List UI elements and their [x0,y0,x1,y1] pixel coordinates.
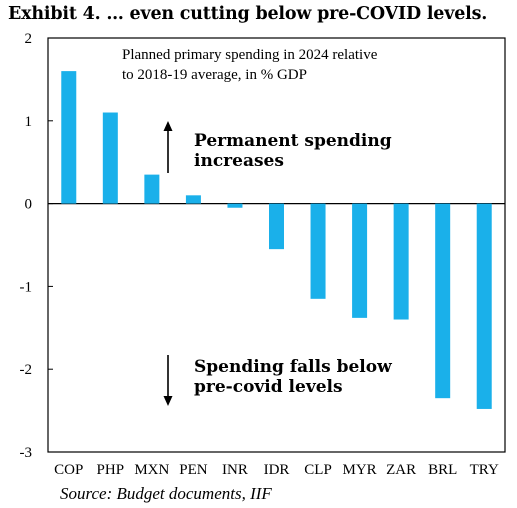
bar-mxn [144,174,160,204]
x-category-label: ZAR [386,462,416,478]
y-tick-label: -1 [20,279,33,295]
bars [61,71,492,409]
x-category-label: TRY [470,462,499,478]
x-category-label: MXN [134,462,169,478]
x-category-label: MYR [342,462,376,478]
subtitle-line-1: Planned primary spending in 2024 relativ… [122,47,378,63]
chart-title: Exhibit 4. … even cutting below pre-COVI… [8,4,488,24]
bar-zar [393,203,409,320]
bar-cop [61,71,77,204]
bar-try [476,203,492,409]
y-tick-label: 0 [25,197,33,213]
bar-pen [185,195,201,204]
annotation-increases: Permanent spending increases [194,131,392,171]
bar-brl [435,203,451,399]
annotation-falls: Spending falls below pre-covid levels [194,357,392,397]
x-category-label: IDR [264,462,290,478]
annotation-up-line-2: increases [194,151,284,171]
up-arrowhead-icon [163,121,173,131]
bar-idr [269,203,284,250]
x-category-label: PEN [179,462,208,478]
x-category-label: COP [54,462,83,478]
x-category-label: BRL [428,462,457,478]
annotation-up-line-1: Permanent spending [194,131,392,151]
chart-subtitle: Planned primary spending in 2024 relativ… [122,45,377,85]
x-category-label: PHP [97,462,125,478]
x-axis-categories: COP PHP MXN PEN INR IDR CLP MYR ZAR BRL TRY [54,462,499,478]
source-note: Source: Budget documents, IIF [60,484,272,503]
x-category-label: CLP [304,462,332,478]
y-tick-label: -3 [20,445,33,461]
plot-frame [47,37,506,453]
bar-php [102,112,118,204]
y-tick-label: -2 [20,362,33,378]
annotation-arrows [163,121,173,406]
bar-inr [227,203,243,208]
y-tick-label: 2 [25,31,33,47]
annotation-down-line-1: Spending falls below [194,357,392,377]
subtitle-line-2: to 2018-19 average, in % GDP [122,67,307,83]
annotation-down-line-2: pre-covid levels [194,377,343,397]
bar-myr [352,203,368,318]
y-axis-ticks: 2 1 0 -1 -2 -3 [20,31,53,461]
down-arrowhead-icon [163,396,173,406]
y-tick-label: 1 [25,114,33,130]
bar-clp [310,203,326,299]
x-category-label: INR [222,462,248,478]
